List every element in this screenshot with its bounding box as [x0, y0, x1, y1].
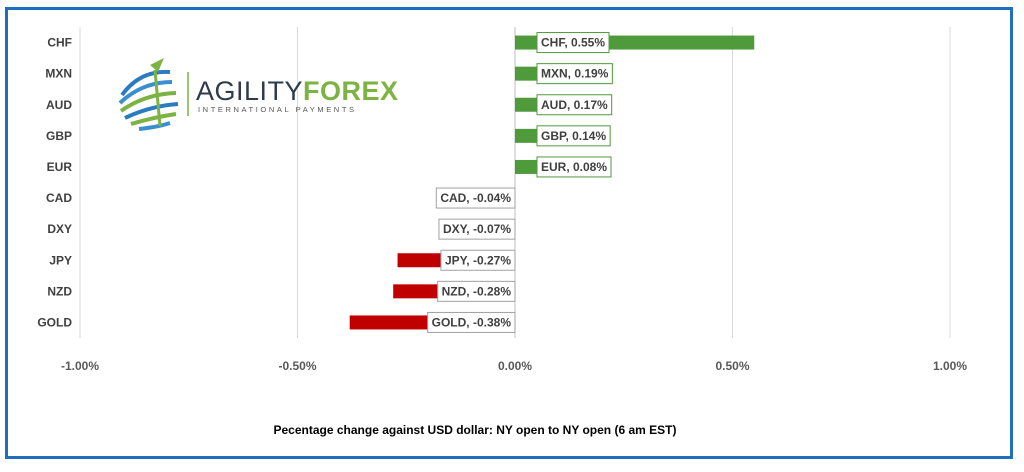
x-tick-label: 1.00%	[933, 359, 967, 373]
data-label: NZD, -0.28%	[437, 280, 516, 302]
svg-text:NZD, -0.28%: NZD, -0.28%	[442, 284, 512, 298]
svg-text:AUD, 0.17%: AUD, 0.17%	[541, 98, 608, 112]
svg-text:EUR, 0.08%: EUR, 0.08%	[541, 160, 607, 174]
logo-wordmark: AGILITYFOREX	[196, 76, 399, 106]
category-label: CHF	[47, 36, 72, 50]
x-tick-label: 0.00%	[498, 359, 532, 373]
data-label: CAD, -0.04%	[435, 187, 516, 209]
data-label: DXY, -0.07%	[438, 218, 516, 240]
category-label: GOLD	[37, 315, 72, 329]
globe-swoosh-icon	[118, 58, 179, 131]
category-labels: CHF MXN AUD GBP EUR CAD DXY JPY NZD GOLD	[37, 36, 72, 330]
x-tick-label: -1.00%	[61, 359, 99, 373]
category-label: NZD	[47, 284, 72, 298]
x-tick-labels: -1.00% -0.50% 0.00% 0.50% 1.00%	[61, 359, 967, 373]
category-label: GBP	[46, 129, 72, 143]
svg-text:GBP, 0.14%: GBP, 0.14%	[541, 129, 606, 143]
data-label: CHF, 0.55%	[536, 32, 610, 54]
category-label: JPY	[49, 253, 72, 267]
x-tick-label: 0.50%	[715, 359, 749, 373]
data-label: GOLD, -0.38%	[427, 311, 516, 333]
svg-text:CAD, -0.04%: CAD, -0.04%	[440, 191, 511, 205]
category-label: AUD	[46, 98, 72, 112]
data-label: GBP, 0.14%	[536, 125, 611, 147]
category-label: CAD	[46, 191, 72, 205]
category-label: EUR	[47, 160, 73, 174]
agilityforex-logo: AGILITYFOREX INTERNATIONAL PAYMENTS	[118, 58, 399, 131]
svg-text:MXN, 0.19%: MXN, 0.19%	[541, 67, 609, 81]
data-label: AUD, 0.17%	[536, 94, 613, 116]
logo-tagline: INTERNATIONAL PAYMENTS	[198, 105, 357, 114]
data-labels: CHF, 0.55% MXN, 0.19% AUD, 0.17% GBP, 0.14%…	[427, 32, 613, 333]
x-tick-label: -0.50%	[278, 359, 316, 373]
category-label: MXN	[45, 67, 72, 81]
category-label: DXY	[47, 222, 72, 236]
data-label: MXN, 0.19%	[536, 63, 613, 85]
chart-caption: Pecentage change against USD dollar: NY …	[274, 423, 677, 437]
svg-text:GOLD, -0.38%: GOLD, -0.38%	[432, 315, 512, 329]
svg-text:DXY, -0.07%: DXY, -0.07%	[443, 222, 511, 236]
svg-text:CHF, 0.55%: CHF, 0.55%	[541, 36, 605, 50]
data-label: EUR, 0.08%	[536, 156, 612, 178]
svg-text:JPY, -0.27%: JPY, -0.27%	[445, 253, 511, 267]
data-label: JPY, -0.27%	[440, 249, 516, 271]
